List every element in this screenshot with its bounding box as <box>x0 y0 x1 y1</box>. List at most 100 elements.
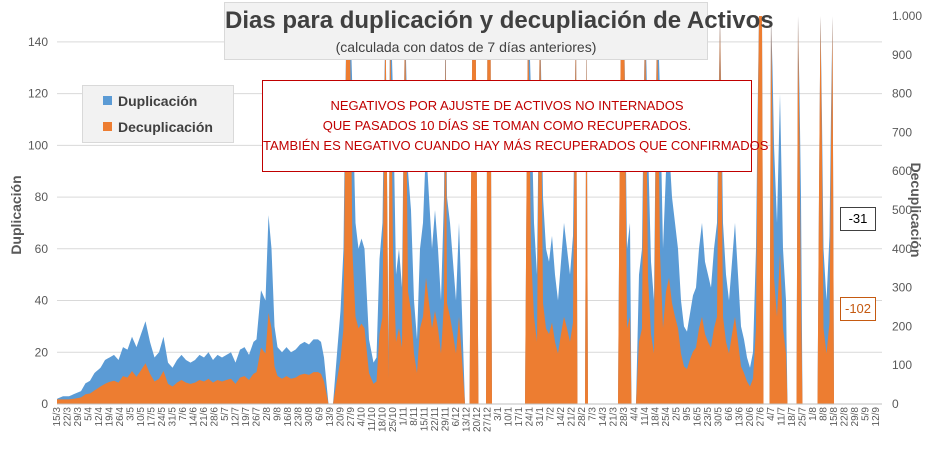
y-right-tick-label: 300 <box>892 281 912 295</box>
x-tick-label: 4/7 <box>766 407 777 421</box>
x-tick-label: 27/9 <box>346 407 357 427</box>
x-tick-label: 21/3 <box>609 407 620 427</box>
x-tick-label: 27/6 <box>756 407 767 427</box>
x-tick-label: 28/2 <box>577 407 588 427</box>
x-tick-label: 20/6 <box>745 407 756 427</box>
x-tick-label: 1/11 <box>399 407 410 426</box>
x-tick-label: 2/5 <box>672 407 683 421</box>
x-tick-label: 15/11 <box>420 407 431 432</box>
chart-subtitle: (calculada con datos de 7 días anteriore… <box>335 39 597 55</box>
x-tick-label: 22/11 <box>430 407 441 432</box>
x-tick-label: 3/5 <box>126 407 137 421</box>
x-tick-label: 22/3 <box>63 407 74 427</box>
x-tick-label: 27/12 <box>483 407 494 432</box>
x-tick-label: 7/3 <box>588 407 599 421</box>
x-tick-label: 18/4 <box>651 407 662 427</box>
x-tick-label: 28/6 <box>210 407 221 427</box>
x-tick-label: 30/8 <box>304 407 315 427</box>
x-tick-label: 24/1 <box>525 407 536 427</box>
x-tick-label: 20/9 <box>336 407 347 427</box>
x-tick-label: 4/10 <box>357 407 368 427</box>
x-tick-label: 17/1 <box>514 407 525 427</box>
x-tick-label: 8/11 <box>409 407 420 426</box>
x-tick-label: 21/2 <box>567 407 578 427</box>
x-tick-label: 19/4 <box>105 407 116 427</box>
y-left-tick-label: 20 <box>35 345 49 359</box>
x-tick-label: 18/10 <box>378 407 389 432</box>
x-tick-label: 24/5 <box>157 407 168 427</box>
x-tick-label: 30/5 <box>714 407 725 427</box>
legend-swatch-decuplicacion <box>103 122 112 131</box>
x-tick-label: 7/6 <box>178 407 189 421</box>
x-tick-label: 31/1 <box>535 407 546 427</box>
x-tick-label: 6/9 <box>315 407 326 421</box>
legend-label-duplicacion: Duplicación <box>118 93 198 109</box>
y-left-tick-label: 60 <box>35 242 49 256</box>
x-tick-label: 4/4 <box>630 407 641 421</box>
y-right-tick-label: 400 <box>892 242 912 256</box>
x-tick-label: 14/3 <box>598 407 609 427</box>
x-tick-label: 6/12 <box>451 407 462 427</box>
x-tick-label: 25/7 <box>798 407 809 427</box>
x-tick-label: 19/7 <box>241 407 252 427</box>
y-right-tick-label: 1.000 <box>892 9 922 23</box>
x-tick-label: 16/5 <box>693 407 704 427</box>
legend-swatch-duplicacion <box>103 96 112 105</box>
chart-legend: Duplicación Decuplicación <box>82 85 234 143</box>
x-tick-label: 29/3 <box>73 407 84 427</box>
legend-item-decuplicacion: Decuplicación <box>103 119 213 135</box>
x-tick-label: 23/8 <box>294 407 305 427</box>
x-tick-label: 26/4 <box>115 407 126 427</box>
y-right-tick-label: 600 <box>892 164 912 178</box>
y-right-tick-label: 100 <box>892 358 912 372</box>
latest-decuplicacion-value: -102 <box>840 297 876 321</box>
annotation-line-1: NEGATIVOS POR AJUSTE DE ACTIVOS NO INTER… <box>330 98 684 113</box>
chart-title: Dias para duplicación y decupliación de … <box>225 7 774 34</box>
series-area-decuplicacion <box>57 16 882 404</box>
x-tick-label: 12/4 <box>94 407 105 427</box>
x-tick-label: 5/9 <box>861 407 872 421</box>
x-tick-label: 11/4 <box>640 407 651 426</box>
y-left-tick-label: 80 <box>35 190 49 204</box>
x-tick-label: 29/8 <box>850 407 861 427</box>
x-tick-label: 31/5 <box>168 407 179 427</box>
x-tick-label: 16/8 <box>283 407 294 427</box>
x-tick-label: 12/7 <box>231 407 242 427</box>
legend-label-decuplicacion: Decuplicación <box>118 119 213 135</box>
y-right-tick-label: 200 <box>892 319 912 333</box>
chart-title-box: Dias para duplicación y decupliación de … <box>224 2 774 60</box>
x-tick-label: 13/9 <box>325 407 336 427</box>
x-tick-label: 11/7 <box>777 407 788 426</box>
y-axis-left-title: Duplicación <box>8 175 24 255</box>
x-tick-label: 9/8 <box>273 407 284 421</box>
annotation-line-2: QUE PASADOS 10 DÍAS SE TOMAN COMO RECUPE… <box>322 118 692 133</box>
latest-duplicacion-value: -31 <box>840 207 876 231</box>
legend-item-duplicacion: Duplicación <box>103 93 197 109</box>
x-tick-label: 25/10 <box>388 407 399 432</box>
annotation-line-3: TAMBIÉN ES NEGATIVO CUANDO HAY MÁS RECUP… <box>263 138 769 153</box>
series-area-duplicacion <box>57 16 882 404</box>
x-tick-label: 3/1 <box>493 407 504 421</box>
y-right-tick-label: 0 <box>892 397 899 411</box>
x-tick-label: 22/8 <box>840 407 851 427</box>
x-tick-label: 5/4 <box>84 407 95 421</box>
y-right-tick-label: 800 <box>892 87 912 101</box>
x-tick-label: 29/11 <box>441 407 452 432</box>
y-right-tick-label: 900 <box>892 48 912 62</box>
y-right-tick-label: 500 <box>892 203 912 217</box>
x-tick-label: 17/5 <box>147 407 158 427</box>
x-tick-label: 26/7 <box>252 407 263 427</box>
x-tick-label: 14/2 <box>556 407 567 427</box>
x-tick-label: 18/7 <box>787 407 798 427</box>
x-tick-label: 6/6 <box>724 407 735 421</box>
y-right-tick-label: 700 <box>892 125 912 139</box>
annotation-note: NEGATIVOS POR AJUSTE DE ACTIVOS NO INTER… <box>262 80 769 172</box>
x-tick-label: 23/5 <box>703 407 714 427</box>
x-tick-label: 11/10 <box>367 407 378 432</box>
x-tick-label: 14/6 <box>189 407 200 427</box>
y-left-tick-label: 100 <box>28 138 48 152</box>
x-tick-label: 1/8 <box>808 407 819 421</box>
x-tick-label: 5/7 <box>220 407 231 421</box>
